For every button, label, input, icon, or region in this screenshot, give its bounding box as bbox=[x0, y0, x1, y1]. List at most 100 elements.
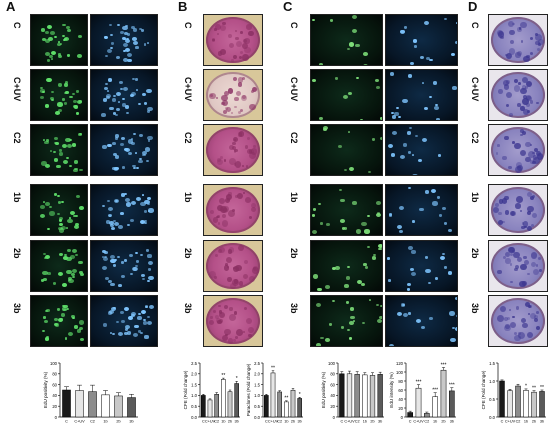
colony bbox=[509, 253, 513, 257]
colony-plate-image bbox=[488, 14, 548, 66]
edu-nucleus bbox=[318, 117, 323, 120]
edu-fluorescence-image bbox=[30, 184, 88, 236]
dapi-nucleus bbox=[135, 196, 141, 201]
colony bbox=[232, 76, 237, 81]
colony bbox=[522, 322, 528, 328]
dapi-nucleus bbox=[136, 166, 139, 169]
edu-nucleus bbox=[55, 323, 60, 327]
colony bbox=[213, 217, 219, 223]
edu-nucleus bbox=[59, 317, 64, 321]
colony bbox=[533, 315, 538, 319]
dapi-nucleus bbox=[411, 153, 415, 157]
edu-nucleus bbox=[45, 335, 49, 338]
colony bbox=[535, 33, 543, 41]
edu-nucleus bbox=[63, 101, 68, 106]
dapi-nucleus bbox=[106, 94, 111, 99]
edu-nucleus bbox=[42, 138, 46, 141]
dapi-nucleus bbox=[137, 330, 142, 333]
edu-nucleus bbox=[74, 105, 79, 109]
dapi-nucleus bbox=[448, 271, 453, 275]
culture-dish bbox=[206, 243, 260, 289]
dapi-nucleus bbox=[130, 272, 133, 276]
colony bbox=[232, 142, 236, 146]
colony bbox=[530, 37, 534, 41]
edu-nucleus bbox=[52, 282, 56, 285]
dapi-nucleus bbox=[126, 53, 132, 58]
dapi-nucleus bbox=[140, 201, 146, 206]
dapi-nucleus bbox=[126, 331, 132, 335]
colony bbox=[502, 79, 509, 86]
colony bbox=[509, 210, 516, 216]
edu-nucleus bbox=[361, 221, 367, 227]
dapi-nucleus bbox=[124, 328, 129, 331]
colony bbox=[528, 304, 532, 308]
edu-nucleus bbox=[78, 34, 83, 38]
colony bbox=[511, 141, 515, 145]
dapi-nucleus bbox=[135, 259, 140, 263]
x-tick-label: 2b bbox=[370, 420, 374, 424]
dapi-nucleus bbox=[138, 27, 142, 31]
edu-nucleus bbox=[348, 336, 353, 340]
dapi-nucleus bbox=[101, 255, 105, 258]
dapi-nucleus bbox=[454, 327, 457, 332]
colony bbox=[531, 261, 537, 267]
edu-fluorescence-image bbox=[310, 69, 383, 121]
colony bbox=[227, 277, 232, 283]
edu-nucleus bbox=[350, 315, 355, 320]
colony bbox=[248, 215, 253, 219]
colony bbox=[535, 40, 540, 46]
dapi-nucleus bbox=[132, 78, 135, 81]
edu-nucleus bbox=[338, 144, 343, 148]
dapi-nucleus bbox=[118, 331, 124, 336]
colony bbox=[246, 165, 249, 168]
edu-nucleus bbox=[356, 229, 362, 234]
dapi-nucleus bbox=[147, 315, 150, 318]
bar bbox=[207, 399, 213, 418]
edu-nucleus bbox=[53, 35, 57, 38]
dapi-nucleus bbox=[128, 139, 134, 144]
edu-nucleus bbox=[59, 219, 63, 222]
colony bbox=[503, 83, 510, 90]
dapi-nucleus bbox=[443, 266, 447, 269]
edu-nucleus bbox=[48, 37, 54, 41]
edu-nucleus bbox=[55, 164, 61, 169]
significance-marker: *** bbox=[432, 388, 438, 394]
edu-nucleus bbox=[48, 205, 52, 208]
dapi-nucleus bbox=[436, 196, 440, 199]
dapi-nucleus bbox=[121, 320, 125, 324]
colony bbox=[234, 161, 242, 169]
edu-nucleus bbox=[320, 336, 324, 340]
dapi-nucleus bbox=[117, 100, 121, 103]
edu-nucleus bbox=[62, 282, 67, 287]
colony bbox=[505, 103, 510, 108]
edu-nucleus bbox=[44, 51, 51, 56]
y-tick-label: 1.0 bbox=[254, 393, 260, 398]
edu-nucleus bbox=[335, 77, 339, 80]
edu-fluorescence-image bbox=[30, 240, 88, 292]
dapi-nucleus bbox=[144, 221, 147, 225]
edu-nucleus bbox=[40, 89, 45, 93]
dapi-nucleus bbox=[102, 266, 108, 271]
y-tick-label: 100 bbox=[396, 370, 404, 375]
edu-nucleus bbox=[79, 168, 83, 172]
colony bbox=[508, 308, 512, 312]
dapi-image bbox=[90, 184, 158, 236]
edu-nucleus bbox=[63, 160, 69, 165]
edu-fluorescence-image bbox=[310, 184, 383, 236]
y-tick-label: 2.5 bbox=[191, 361, 197, 366]
dapi-nucleus bbox=[124, 48, 130, 53]
edu-nucleus bbox=[340, 325, 345, 329]
edu-nucleus bbox=[45, 202, 50, 206]
dapi-nucleus bbox=[121, 261, 125, 264]
colony bbox=[226, 198, 230, 201]
dapi-nucleus bbox=[435, 104, 439, 107]
dapi-nucleus bbox=[402, 99, 408, 104]
colony bbox=[229, 157, 237, 165]
edu-nucleus bbox=[46, 58, 51, 62]
colony bbox=[227, 33, 232, 39]
dapi-nucleus bbox=[126, 32, 131, 36]
dapi-nucleus bbox=[124, 193, 128, 196]
y-axis-label: EdU positivity (%) bbox=[43, 371, 48, 408]
dapi-nucleus bbox=[436, 174, 442, 175]
dapi-nucleus bbox=[137, 159, 143, 164]
